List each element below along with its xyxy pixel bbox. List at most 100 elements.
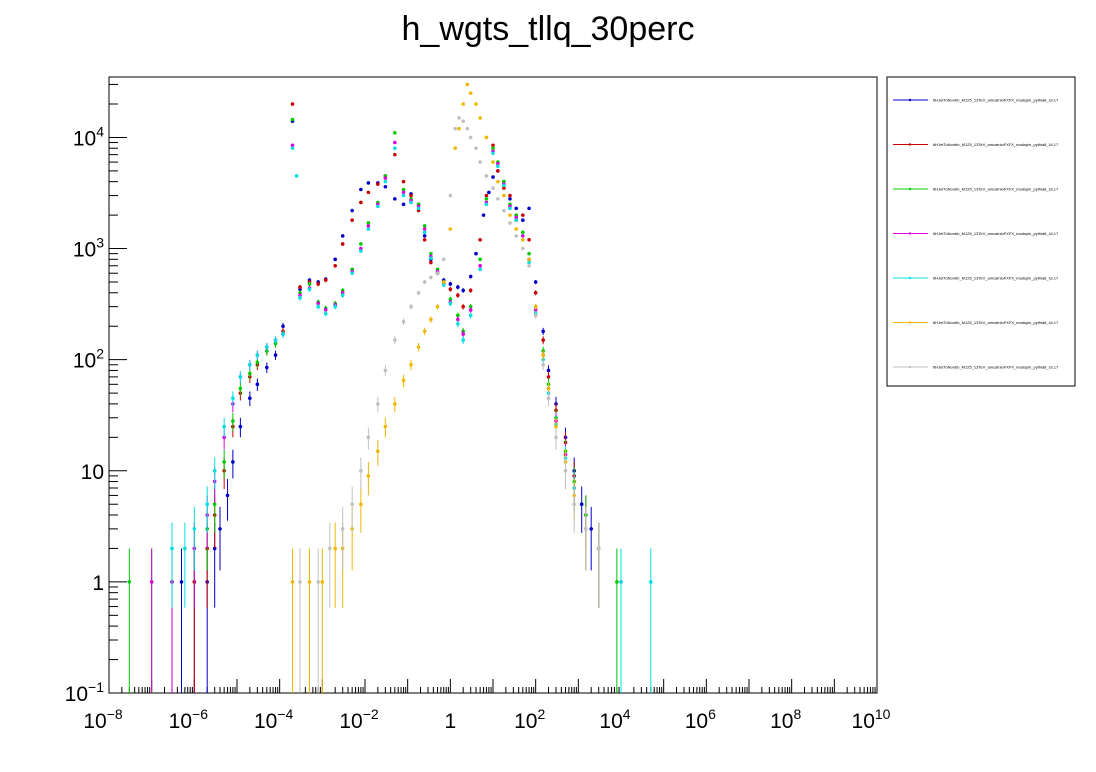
- data-point: [359, 468, 363, 473]
- data-point: [323, 308, 328, 312]
- data-point: [316, 304, 320, 309]
- x-tick-label: 108: [770, 706, 801, 733]
- y-tick-label: 102: [73, 346, 104, 373]
- data-point: [596, 546, 601, 551]
- data-point: [468, 308, 473, 312]
- data-point: [496, 179, 500, 184]
- data-point: [456, 313, 460, 318]
- data-point: [584, 527, 588, 531]
- data-point: [401, 190, 406, 195]
- data-point: [514, 206, 519, 211]
- data-point: [484, 193, 489, 198]
- x-tick-label: 102: [514, 706, 545, 733]
- y-axis-tick-labels: 10−1 1 10 102 103 104: [65, 123, 105, 706]
- data-point: [491, 143, 495, 148]
- data-point: [541, 338, 545, 342]
- data-point: [222, 460, 226, 464]
- data-point: [366, 435, 371, 440]
- data-point: [323, 278, 328, 282]
- data-point: [508, 197, 512, 201]
- data-point: [484, 135, 489, 140]
- legend-marker: [908, 187, 912, 191]
- data-point: [401, 179, 406, 184]
- data-point: [533, 313, 538, 318]
- data-point: [316, 282, 320, 286]
- data-point: [502, 183, 506, 188]
- data-point: [474, 251, 478, 256]
- data-point: [359, 249, 363, 253]
- legend-label: ttHJetToNonbb_M125_13TeV_amcatnloFXFX_ma…: [933, 320, 1059, 325]
- data-point: [496, 169, 500, 173]
- data-point: [554, 424, 558, 429]
- data-point: [435, 304, 440, 309]
- data-point: [521, 230, 525, 235]
- data-point: [527, 260, 531, 265]
- data-point: [127, 580, 132, 584]
- data-point: [366, 227, 371, 231]
- data-point: [416, 290, 421, 295]
- data-point: [554, 435, 558, 440]
- data-point: [422, 237, 427, 242]
- data-point: [333, 257, 337, 262]
- data-point: [255, 353, 260, 357]
- legend-entry: ttHJetToNonbb_M125_13TeV_amcatnloFXFX_ma…: [893, 320, 1059, 325]
- data-point: [453, 146, 457, 151]
- data-point: [205, 502, 209, 507]
- data-point: [183, 546, 187, 551]
- data-point: [456, 285, 460, 289]
- data-point: [393, 140, 397, 145]
- data-point: [484, 197, 489, 201]
- data-point: [589, 527, 593, 531]
- legend-label: ttHJetToNonbb_M125_13TeV_amcatnloFXFX_ma…: [933, 98, 1059, 103]
- legend-label: ttHJetToNonbb_M125_13TeV_amcatnloFXFX_ma…: [933, 231, 1059, 236]
- data-point: [461, 332, 465, 336]
- data-point: [468, 135, 473, 140]
- data-point: [298, 285, 302, 289]
- data-point: [541, 353, 545, 357]
- data-point: [350, 271, 354, 276]
- data-point: [533, 308, 538, 312]
- data-point: [333, 263, 337, 268]
- data-point: [340, 290, 345, 295]
- chart-title: h_wgts_tllq_30perc: [402, 10, 695, 48]
- data-point: [290, 143, 295, 148]
- data-point: [514, 218, 519, 222]
- data-point: [502, 179, 506, 184]
- data-point: [307, 282, 312, 286]
- data-point: [238, 386, 243, 391]
- data-point: [350, 208, 354, 213]
- data-point: [340, 527, 345, 531]
- data-point: [366, 221, 371, 225]
- data-point: [496, 161, 500, 166]
- data-point: [533, 280, 538, 284]
- data-point: [546, 396, 551, 401]
- x-tick-label: 104: [599, 706, 630, 733]
- data-point: [422, 224, 427, 228]
- data-point: [502, 193, 506, 198]
- data-point: [393, 146, 397, 151]
- data-point: [298, 293, 302, 298]
- data-point: [448, 297, 453, 302]
- data-point: [273, 353, 278, 357]
- data-point: [484, 202, 489, 207]
- data-point: [248, 396, 252, 401]
- data-point: [527, 257, 531, 262]
- y-tick-label: 1: [92, 572, 104, 595]
- y-tick-label: 10−1: [65, 679, 105, 706]
- data-point: [619, 580, 623, 584]
- data-point: [521, 246, 525, 251]
- data-point: [615, 580, 619, 584]
- x-tick-label: 106: [685, 706, 716, 733]
- data-point: [422, 234, 427, 238]
- data-point: [514, 227, 519, 231]
- x-tick-label: 10−4: [254, 706, 294, 733]
- data-point: [359, 502, 363, 507]
- data-point: [441, 257, 446, 262]
- data-point: [255, 360, 260, 364]
- data-point: [514, 234, 519, 238]
- data-point: [401, 187, 406, 192]
- data-point: [521, 213, 525, 217]
- data-point: [366, 190, 371, 195]
- data-point: [491, 175, 495, 179]
